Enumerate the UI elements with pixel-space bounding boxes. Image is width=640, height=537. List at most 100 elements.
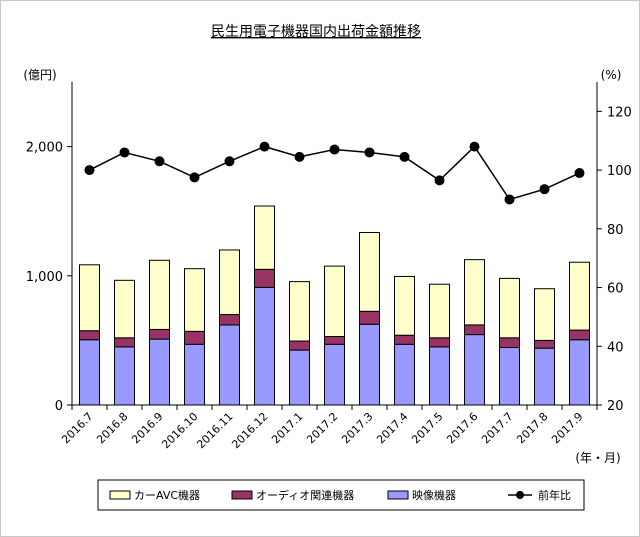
bar-segment [534, 347, 555, 406]
bar-segment [534, 288, 555, 341]
bar-segment [184, 268, 205, 332]
right-tick-label: 120 [607, 105, 632, 120]
bar-segment [79, 264, 100, 332]
bar-segment [464, 324, 485, 336]
bar-segment [149, 328, 170, 340]
x-tick-label: 2017.1 [269, 410, 305, 446]
bar-segment [114, 337, 135, 348]
bar-segment [254, 205, 275, 270]
bar-segment [149, 338, 170, 406]
legend-label: 映像機器 [412, 488, 456, 502]
bar-segment [289, 340, 310, 351]
bar-segment [534, 339, 555, 349]
chart-title: 民生用電子機器国内出荷金額推移 [211, 24, 421, 40]
x-tick-label: 2017.3 [339, 410, 375, 446]
bar-segment [359, 232, 380, 312]
line-point [574, 168, 585, 179]
right-tick-label: 20 [607, 399, 624, 414]
right-tick-label: 40 [607, 340, 624, 355]
bar-segment [219, 324, 240, 406]
line-point [84, 165, 95, 176]
line-point [224, 156, 235, 167]
bar-segment [254, 268, 275, 288]
x-tick-label: 2017.2 [304, 410, 340, 446]
bar-segment [464, 259, 485, 326]
bar-segment [324, 265, 345, 338]
bar-segment [429, 283, 450, 339]
legend-label: カーAVC機器 [134, 488, 200, 502]
legend: カーAVC機器 オーディオ関連機器 映像機器 前年比 [97, 479, 585, 511]
legend-swatch [231, 490, 253, 500]
bar-segment [429, 337, 450, 348]
bar-segment [464, 334, 485, 406]
bar-segment [219, 314, 240, 326]
left-tick-label: 2,000 [26, 141, 63, 156]
bar-segment [359, 310, 380, 325]
bar-segment [429, 346, 450, 406]
bar-segment [254, 286, 275, 406]
legend-marker [516, 491, 524, 499]
bar-segment [499, 277, 520, 339]
line-point [504, 194, 515, 205]
bar-segment [184, 330, 205, 345]
bar-segment [569, 261, 590, 331]
x-tick-label: 2016.12 [229, 410, 270, 451]
line-point [469, 141, 480, 152]
x-tick-label: 2016.10 [159, 410, 200, 451]
line-point [154, 156, 165, 167]
bar-segment [219, 249, 240, 316]
bar-segment [394, 334, 415, 345]
line-point [259, 141, 270, 152]
left-tick-label: 0 [55, 399, 63, 414]
bar-segment [499, 347, 520, 406]
bar-segment [394, 275, 415, 336]
legend-swatch [387, 490, 409, 500]
bar-segment [149, 259, 170, 330]
legend-box [97, 479, 585, 511]
line-point [294, 151, 305, 162]
line-point [399, 151, 410, 162]
line-point [189, 172, 200, 183]
legend-label: オーディオ関連機器 [256, 488, 354, 502]
x-tick-label: 2017.4 [374, 410, 410, 446]
x-tick-label: 2017.7 [479, 410, 515, 446]
line-point [434, 175, 445, 186]
x-tick-label: 2017.8 [514, 410, 550, 446]
bar-segment [79, 330, 100, 341]
right-axis-unit: (%) [601, 68, 622, 82]
left-tick-label: 1,000 [26, 270, 63, 285]
line-point [539, 184, 550, 195]
bar-segment [324, 343, 345, 406]
bar-segment [359, 323, 380, 406]
left-axis-unit: (億円) [23, 68, 56, 82]
line-point [364, 147, 375, 158]
x-tick-label: 2017.9 [549, 410, 585, 446]
bar-segment [394, 343, 415, 406]
x-tick-label: 2016.11 [194, 410, 235, 451]
line-point [329, 144, 340, 155]
bar-segment [114, 346, 135, 406]
right-tick-label: 80 [607, 223, 624, 238]
bar-segment [114, 279, 135, 339]
bar-segment [569, 329, 590, 341]
right-tick-label: 60 [607, 282, 624, 297]
line-point [119, 147, 130, 158]
x-tick-label: 2017.6 [444, 410, 480, 446]
bar-segment [499, 337, 520, 349]
legend-label: 前年比 [538, 488, 571, 502]
bar-segment [569, 339, 590, 406]
bar-segment [184, 343, 205, 406]
right-tick-label: 100 [607, 164, 632, 179]
x-tick-label: 2016.8 [94, 410, 130, 446]
x-axis-unit: (年・月) [575, 451, 620, 465]
bar-segment [324, 336, 345, 345]
x-tick-label: 2017.5 [409, 410, 445, 446]
x-tick-label: 2016.7 [59, 410, 95, 446]
legend-swatch [109, 490, 131, 500]
bar-segment [79, 339, 100, 406]
bar-segment [289, 281, 310, 342]
bar-segment [289, 349, 310, 406]
